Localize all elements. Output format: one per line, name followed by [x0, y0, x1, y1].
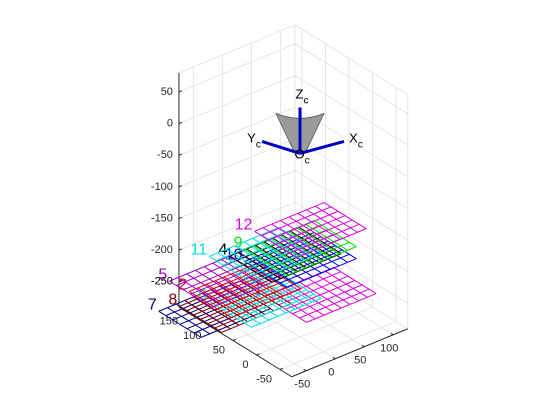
camera-label: Xc	[349, 131, 363, 150]
grid-line	[294, 43, 409, 114]
z-tick-label: -100	[151, 181, 173, 193]
z-tick	[178, 248, 183, 251]
x-axis	[291, 328, 408, 378]
y-tick-label: 150	[160, 315, 178, 327]
board	[208, 227, 322, 283]
board-label: 6	[198, 286, 207, 303]
x-tick	[332, 356, 336, 360]
z-tick	[178, 185, 183, 188]
z-tick-label: -150	[151, 212, 173, 224]
z-tick	[178, 90, 183, 93]
camera-axis	[299, 139, 345, 155]
board-label: 8	[168, 292, 177, 309]
z-tick-label: -250	[151, 276, 173, 288]
grid-line	[178, 106, 296, 156]
x-tick-label: -50	[294, 379, 310, 391]
camera-label: Oc	[294, 147, 309, 166]
box-edge	[294, 24, 409, 95]
camera-label: Zc	[296, 87, 309, 106]
grid-line	[294, 170, 409, 241]
board-label: 9	[234, 235, 243, 252]
z-tick	[178, 216, 183, 219]
x-tick-label: 0	[328, 367, 334, 379]
z-tick-label: -200	[151, 244, 173, 256]
camera-label-main: Y	[247, 131, 256, 146]
grid-line	[178, 170, 296, 219]
y-tick-label: 0	[242, 359, 248, 371]
box-edge	[294, 258, 409, 330]
grid-line	[251, 276, 365, 348]
z-tick-label: 0	[167, 117, 173, 129]
grid-line	[178, 75, 296, 125]
x-tick-label: 100	[380, 343, 398, 355]
x-tick	[390, 332, 394, 336]
y-tick-label: -50	[256, 373, 272, 385]
y-tick	[232, 338, 237, 341]
x-tick	[303, 368, 307, 372]
z-tick-label: -250	[151, 276, 173, 288]
camera-label-sub: c	[305, 155, 310, 166]
grid-line	[279, 321, 397, 370]
z-tick-label: 50	[161, 86, 173, 98]
grid-line	[193, 300, 307, 372]
board-label: 7	[148, 296, 157, 313]
camera-label-main: X	[349, 131, 358, 146]
camera-label-sub: c	[303, 95, 308, 106]
board-label: 12	[235, 217, 253, 234]
board-label: 5	[158, 266, 167, 283]
grid-line	[178, 201, 296, 251]
box-edge	[178, 24, 296, 74]
y-tick-label: 100	[183, 330, 201, 342]
x-tick	[361, 344, 365, 348]
z-tick	[178, 121, 183, 125]
board-label: 4	[219, 241, 228, 258]
z-tick-label: -50	[157, 149, 173, 161]
camera-label-sub: c	[256, 139, 261, 150]
y-tick-label: 50	[213, 344, 225, 356]
board	[263, 266, 377, 323]
y-tick	[256, 353, 260, 356]
grid-line	[178, 43, 296, 93]
grid-line	[256, 306, 373, 356]
camera-label-main: Z	[296, 87, 304, 102]
x-tick-label: 50	[354, 355, 366, 367]
grid-line	[294, 75, 409, 146]
board-label: 11	[191, 242, 208, 259]
camera-axis	[261, 139, 301, 155]
y-axis	[178, 306, 293, 378]
board-label: 1	[253, 281, 262, 298]
board	[254, 202, 367, 258]
camera-label-main: O	[294, 147, 304, 162]
camera-label: Yc	[247, 131, 261, 150]
z-tick	[178, 280, 183, 283]
z-tick	[178, 153, 183, 156]
grid-line	[222, 288, 336, 360]
board-label: 2	[178, 277, 187, 294]
y-tick	[279, 367, 284, 370]
camera-label-sub: c	[358, 139, 363, 150]
